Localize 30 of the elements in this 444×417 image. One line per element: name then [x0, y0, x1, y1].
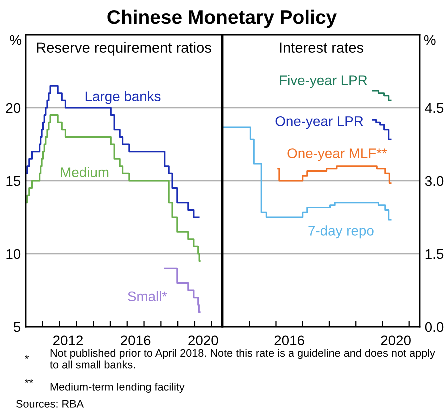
chart-subtitle: Reserve requirement ratios	[37, 42, 212, 56]
series-label: 7-day repo	[308, 226, 374, 239]
series-label: Medium	[61, 167, 109, 178]
series-label: One-year LPR	[276, 116, 364, 130]
text: *	[25, 355, 30, 360]
series-label: Five-year LPR	[280, 75, 368, 88]
y-tick-label: 20	[6, 103, 21, 114]
x-tick-label: 2012	[53, 336, 83, 346]
y-tick-label: 4.5	[425, 103, 444, 114]
series-label: One-year MLF**	[288, 148, 388, 162]
y-tick-label: 0.0	[425, 322, 444, 332]
y-tick-label: 5	[14, 322, 21, 332]
chart-title: Chinese Monetary Policy	[108, 10, 337, 28]
x-tick-label: 2020	[381, 336, 411, 346]
y-axis-title: %	[424, 35, 436, 46]
y-tick-label: 3.0	[425, 176, 444, 186]
y-tick-label: 10	[6, 249, 21, 260]
x-tick-label: 2016	[121, 336, 151, 346]
source-note: Sources: RBA	[16, 400, 84, 408]
chart-subtitle: Interest rates	[280, 42, 364, 54]
series-label: Small*	[128, 291, 168, 302]
text: Medium-term lending facility	[50, 382, 185, 394]
y-tick-label: 15	[6, 176, 21, 186]
y-axis-title: %	[10, 35, 22, 46]
text: Not published prior to April 2018. Note this rate is a guideline and does not apply to all small banks.	[50, 349, 436, 369]
series-label: Large banks	[86, 91, 161, 104]
x-tick-label: 2016	[274, 336, 304, 346]
text: **	[25, 379, 34, 384]
x-tick-label: 2020	[188, 336, 218, 346]
y-tick-label: 1.5	[426, 249, 444, 260]
